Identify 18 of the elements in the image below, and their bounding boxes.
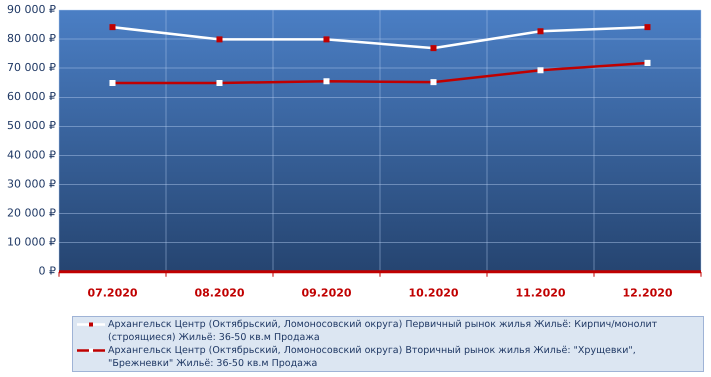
y-tick-label: 30 000 ₽	[7, 177, 56, 190]
y-tick-label: 10 000 ₽	[7, 236, 56, 249]
y-tick-label: 70 000 ₽	[7, 61, 56, 74]
y-tick-label: 50 000 ₽	[7, 119, 56, 132]
x-tick-label: 12.2020	[622, 286, 673, 300]
y-tick-label: 90 000 ₽	[7, 2, 56, 16]
x-tick-label: 09.2020	[301, 286, 352, 300]
x-tick-label: 10.2020	[408, 286, 459, 300]
legend-label: Архангельск Центр (Октябрьский, Ломоносовский округа) Вторичный рынок жилья Жильё: "Хрущевки", "Брежневки" Жильё: 36-50 кв.м Продажа	[108, 344, 637, 370]
x-tick-label: 07.2020	[87, 286, 138, 300]
y-tick-label: 80 000 ₽	[7, 32, 56, 45]
y-tick-label: 0 ₽	[38, 264, 56, 278]
x-tick-label: 08.2020	[194, 286, 245, 300]
y-tick-label: 20 000 ₽	[7, 206, 56, 220]
legend-label: Архангельск Центр (Октябрьский, Ломоносовский округа) Первичный рынок жилья Жильё: Кирпич/монолит (строящиеся) Жильё: 36-50 кв.м Продажа	[108, 318, 658, 344]
y-tick-label: 60 000 ₽	[7, 90, 56, 104]
y-tick-label: 40 000 ₽	[7, 148, 56, 162]
x-tick-label: 11.2020	[515, 286, 566, 300]
